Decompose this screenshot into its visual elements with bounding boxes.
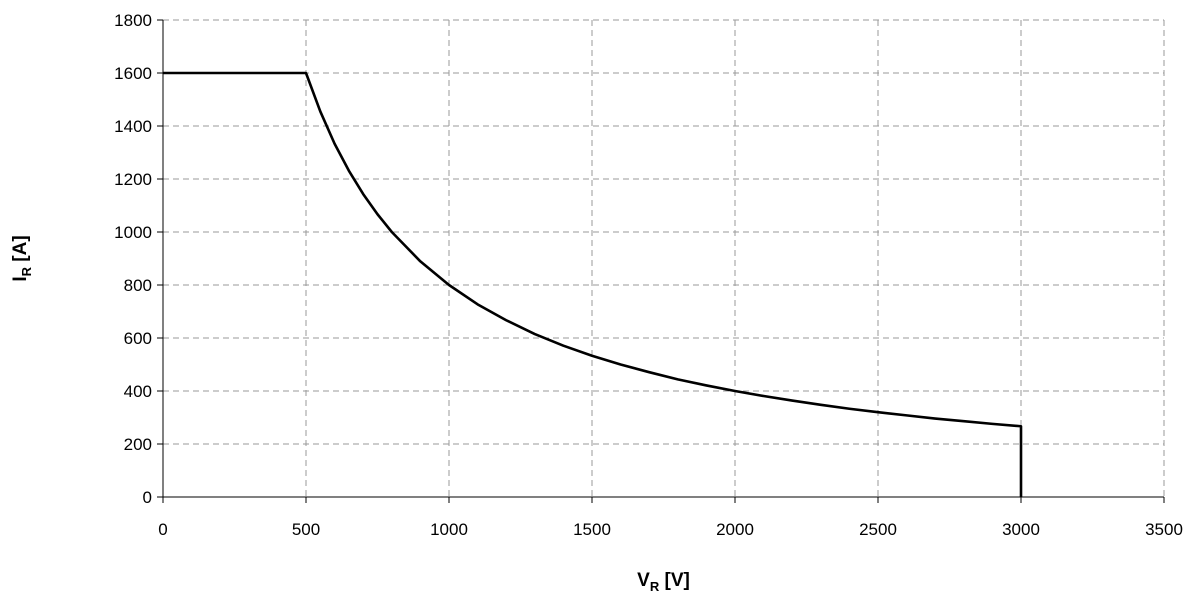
x-tick-label-3500: 3500 (1145, 520, 1183, 539)
x-tick-label-500: 500 (292, 520, 320, 539)
x-tick-label-2000: 2000 (716, 520, 754, 539)
x-tick-label-1500: 1500 (573, 520, 611, 539)
tick-labels: 0 200 400 600 800 1000 1200 1400 1600 1800 0 500 100… (114, 11, 1183, 539)
y-tick-label-800: 800 (124, 276, 152, 295)
y-tick-label-1000: 1000 (114, 223, 152, 242)
y-axis-title: IR [A] (10, 235, 34, 281)
x-tick-label-2500: 2500 (859, 520, 897, 539)
x-axis-title-unit: [V] (659, 570, 690, 591)
series-line-0 (163, 71, 1023, 497)
x-tick-label-0: 0 (158, 520, 167, 539)
y-tick-label-1200: 1200 (114, 170, 152, 189)
x-axis-title-sub: R (650, 579, 660, 594)
y-tick-label-0: 0 (143, 488, 152, 507)
series-layer (163, 71, 1023, 497)
x-tick-label-3000: 3000 (1002, 520, 1040, 539)
axes (157, 19, 1165, 503)
x-axis-title: VR [V] (637, 570, 690, 594)
y-tick-label-1400: 1400 (114, 117, 152, 136)
grid-lines (163, 19, 1165, 497)
x-tick-label-1000: 1000 (430, 520, 468, 539)
x-axis-title-main: V (637, 570, 650, 591)
y-tick-label-600: 600 (124, 329, 152, 348)
y-axis-title-unit: [A] (10, 235, 31, 267)
y-tick-label-200: 200 (124, 435, 152, 454)
y-axis-title-main: I (10, 276, 31, 281)
y-tick-label-400: 400 (124, 382, 152, 401)
y-tick-label-1800: 1800 (114, 11, 152, 30)
y-axis-title-sub: R (19, 266, 34, 276)
y-tick-label-1600: 1600 (114, 64, 152, 83)
